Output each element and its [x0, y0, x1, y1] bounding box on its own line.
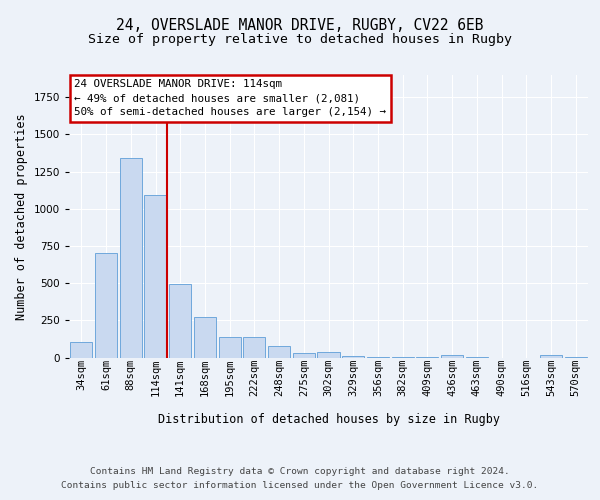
Bar [145, 194, 167, 358]
Bar [243, 336, 265, 357]
Bar [565, 357, 587, 358]
Bar [317, 352, 340, 358]
Bar [293, 353, 315, 358]
Bar [416, 357, 439, 358]
Bar [342, 356, 364, 358]
Text: Distribution of detached houses by size in Rugby: Distribution of detached houses by size … [158, 412, 500, 426]
Bar [194, 318, 216, 358]
Bar [70, 342, 92, 357]
Bar [169, 284, 191, 358]
Bar [95, 254, 117, 358]
Bar [441, 356, 463, 358]
Bar [540, 354, 562, 358]
Text: 24 OVERSLADE MANOR DRIVE: 114sqm
← 49% of detached houses are smaller (2,081)
50: 24 OVERSLADE MANOR DRIVE: 114sqm ← 49% o… [74, 79, 386, 117]
Bar [268, 346, 290, 358]
Bar [392, 357, 414, 358]
Bar [218, 336, 241, 357]
Bar [367, 357, 389, 358]
Text: Size of property relative to detached houses in Rugby: Size of property relative to detached ho… [88, 32, 512, 46]
Text: 24, OVERSLADE MANOR DRIVE, RUGBY, CV22 6EB: 24, OVERSLADE MANOR DRIVE, RUGBY, CV22 6… [116, 18, 484, 32]
Y-axis label: Number of detached properties: Number of detached properties [15, 113, 28, 320]
Bar [466, 357, 488, 358]
Text: Contains HM Land Registry data © Crown copyright and database right 2024.
Contai: Contains HM Land Registry data © Crown c… [61, 468, 539, 489]
Bar [119, 158, 142, 358]
